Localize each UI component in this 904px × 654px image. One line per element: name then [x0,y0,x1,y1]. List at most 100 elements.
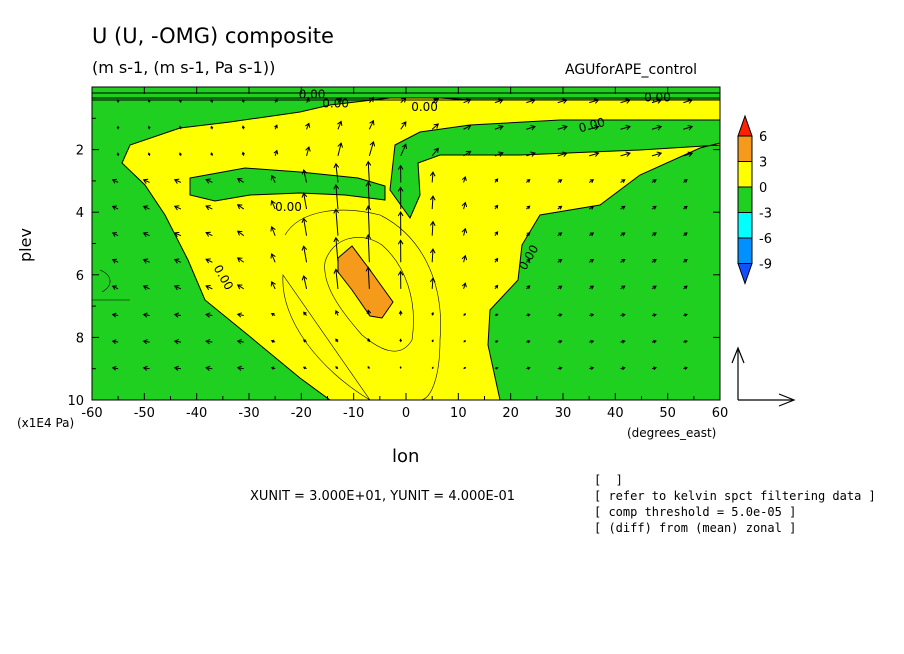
wind-vector [116,125,120,130]
wind-vector [620,179,626,184]
wind-vector [365,266,372,289]
y-tick-label: 6 [76,269,84,284]
note-line: [ refer to kelvin spct filtering data ] [594,489,876,503]
wind-vector [397,270,404,289]
wind-vector [431,339,434,343]
wind-vector [173,178,182,184]
wind-vector [301,274,308,289]
wind-vector [274,98,278,103]
wind-vector [337,120,343,130]
wind-vector [429,277,436,289]
wind-vector [429,248,436,263]
y-tick-label: 4 [76,206,84,221]
colorbar-tick-label: -6 [759,232,772,247]
wind-vector [557,205,563,210]
wind-vector [461,282,467,290]
wind-vector [241,98,245,103]
wind-vector [557,285,563,290]
wind-vector [589,339,595,344]
wind-vector [142,205,150,211]
wind-vector [400,143,407,157]
wind-vector [397,186,404,210]
wind-vector [431,98,440,104]
wind-vector [270,252,276,263]
wind-vector [205,338,213,345]
wind-vector [305,146,311,156]
vector-unit-note: XUNIT = 3.000E+01, YUNIT = 4.000E-01 [250,489,515,504]
wind-vector [236,284,245,290]
wind-vector [494,98,504,104]
wind-vector [236,339,244,345]
wind-vector [333,183,340,210]
colorbar-segment [737,186,753,213]
wind-vector [494,313,499,317]
wind-vector [620,151,631,157]
wind-vector [526,205,531,210]
wind-vector [111,365,119,371]
wind-vector [463,340,467,343]
x-tick-label: 10 [450,406,467,421]
wind-vector [463,367,467,370]
reference-vector [731,346,796,407]
wind-vector [333,236,340,263]
wind-vector [589,98,600,104]
wind-vector [399,338,403,343]
wind-vector [620,366,626,371]
wind-vector [557,313,563,317]
wind-vector [270,312,276,317]
wind-vector [683,179,688,183]
note-line: [ (diff) from (mean) zonal ] [594,521,797,535]
wind-vector [270,339,276,344]
wind-vector [142,178,150,184]
wind-vector [173,231,182,238]
wind-vector [236,230,245,237]
colorbar-tick-label: 6 [759,130,767,145]
wind-vector [400,121,407,130]
wind-vector [111,205,119,211]
wind-vector [461,201,468,210]
wind-vector [270,199,276,210]
wind-vector [651,151,663,157]
wind-vector [365,160,372,183]
wind-vector [683,205,688,210]
wind-vector [494,284,499,290]
wind-vector [142,339,150,345]
wind-vector [557,179,563,183]
vector-field [111,96,694,371]
wind-vector [461,254,468,263]
positive-region-max [337,245,394,319]
y-scale-note: (x1E4 Pa) [17,416,75,430]
wind-vector [365,233,372,263]
wind-vector [557,151,568,157]
contour-label: 0.00 [644,90,671,104]
wind-vector [173,285,182,291]
x-tick-label: 50 [659,406,676,421]
wind-vector [236,312,244,318]
chart-units-subtitle: (m s-1, (m s-1, Pa s-1)) [92,58,276,77]
wind-vector [236,257,245,263]
wind-vector [241,151,246,156]
x-unit-label: (degrees_east) [627,426,717,440]
wind-vector [526,98,536,104]
wind-vector [179,152,182,157]
colorbar-segment [737,161,753,188]
wind-vector [205,258,213,264]
y-tick-label: 8 [76,331,84,346]
wind-vector [210,125,214,130]
plot-fill-layer [92,87,720,400]
wind-vector [589,313,595,317]
x-tick-label: 40 [607,406,624,421]
wind-vector [111,312,119,318]
wind-vector [557,339,563,344]
x-tick-label: -10 [343,406,364,421]
wind-vector [651,313,657,317]
wind-vector [620,98,631,104]
y-tick-label: 2 [76,144,84,159]
wind-vector [651,98,663,104]
wind-vector [270,225,276,236]
wind-vector [111,178,119,184]
contour-label: 0.00 [577,115,606,135]
x-tick-label: 60 [712,406,729,421]
wind-vector [683,124,694,131]
wind-vector [526,313,531,317]
